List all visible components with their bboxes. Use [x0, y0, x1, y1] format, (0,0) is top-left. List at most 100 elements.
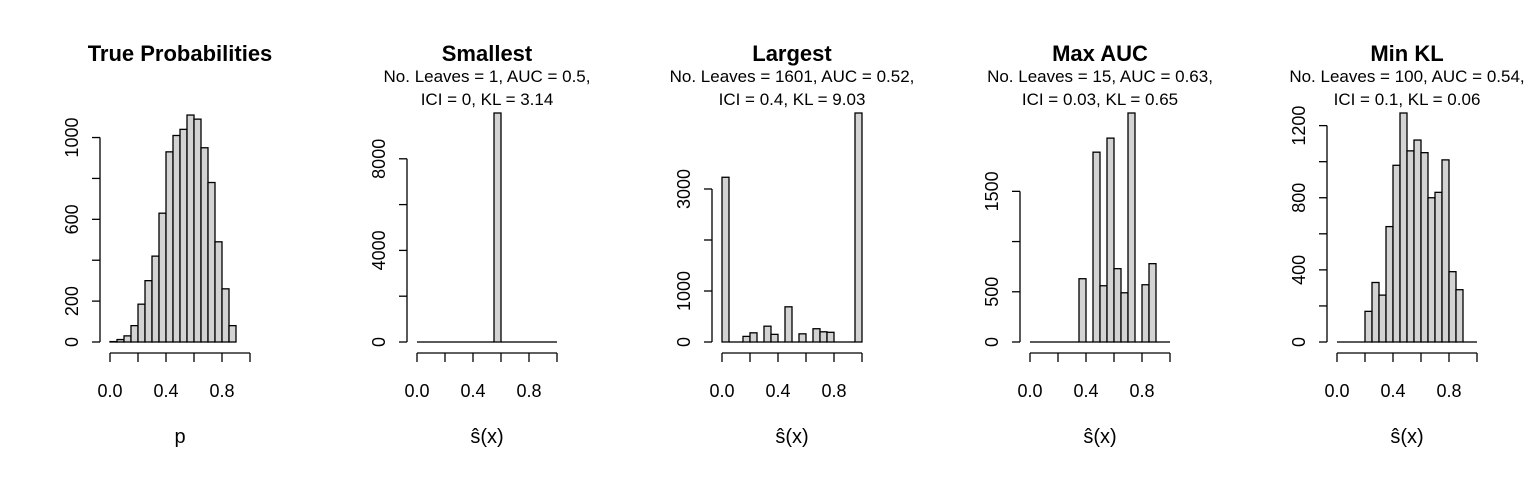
histogram-bar	[819, 331, 828, 343]
y-tick-label: 1000	[674, 271, 694, 311]
histogram-bar	[1099, 285, 1108, 343]
panel-subtitle-line: No. Leaves = 15, AUC = 0.63,	[987, 67, 1213, 86]
x-axis-label: ŝ(x)	[470, 426, 503, 448]
histogram-bar	[763, 325, 772, 343]
panel-title: Largest	[752, 41, 832, 66]
histogram-bar	[1399, 112, 1408, 343]
histogram-bar	[749, 332, 758, 343]
y-tick-label: 600	[62, 204, 82, 234]
x-axis-label: ŝ(x)	[775, 426, 808, 448]
histogram-bar	[826, 331, 835, 343]
histogram-bar	[742, 335, 751, 343]
histogram-bar	[1148, 263, 1157, 343]
panel-title: Min KL	[1370, 41, 1443, 66]
histogram-bar	[116, 338, 125, 343]
x-tick-label: 0.8	[821, 381, 846, 401]
histogram-bar	[172, 134, 181, 343]
y-tick-label: 0	[1289, 337, 1309, 347]
histogram-bar	[207, 181, 216, 343]
histogram-bar	[193, 118, 202, 343]
histogram-bar	[1371, 281, 1380, 343]
histogram-bar	[1406, 150, 1415, 343]
y-tick-label: 1200	[1289, 106, 1309, 146]
y-tick-label: 200	[62, 286, 82, 316]
x-tick-label: 0.0	[404, 381, 429, 401]
panel-subtitle-line: No. Leaves = 100, AUC = 0.54,	[1289, 67, 1524, 86]
panel-title: Max AUC	[1052, 41, 1148, 66]
x-tick-label: 0.8	[1129, 381, 1154, 401]
histogram-bar	[1434, 191, 1443, 343]
y-tick-label: 1000	[62, 118, 82, 158]
x-tick-label: 0.4	[460, 381, 485, 401]
histogram-bar	[1420, 152, 1429, 343]
histogram-bar	[1392, 164, 1401, 343]
x-axis-label: ŝ(x)	[1390, 426, 1423, 448]
x-tick-label: 0.0	[1017, 381, 1042, 401]
histogram-bar	[1113, 268, 1122, 343]
x-tick-label: 0.4	[765, 381, 790, 401]
histogram-bar	[221, 288, 230, 343]
histogram-bar	[186, 114, 195, 343]
histogram-bar	[1441, 159, 1450, 343]
histogram-bar	[144, 280, 153, 343]
x-tick-label: 0.8	[516, 381, 541, 401]
histogram-bar	[123, 335, 132, 343]
histogram-bar	[798, 333, 807, 343]
x-tick-label: 0.4	[153, 381, 178, 401]
histogram-bar	[165, 151, 174, 343]
histogram-bar	[812, 328, 821, 343]
histogram-bar	[214, 241, 223, 343]
histogram-bar	[854, 112, 863, 343]
histogram-bar	[179, 128, 188, 343]
panel-subtitle-line: ICI = 0, KL = 3.14	[421, 90, 554, 109]
histogram-bar	[784, 306, 793, 343]
histogram-bar	[1364, 310, 1373, 343]
histogram-bar	[151, 255, 160, 343]
y-tick-label: 4000	[369, 230, 389, 270]
histogram-bar	[1413, 139, 1422, 343]
histogram-bar	[1106, 137, 1115, 343]
x-tick-label: 0.4	[1073, 381, 1098, 401]
histogram-bar	[1120, 292, 1129, 343]
panel-title: True Probabilities	[88, 41, 273, 66]
y-tick-label: 0	[982, 337, 1002, 347]
y-tick-label: 0	[369, 337, 389, 347]
x-tick-label: 0.8	[209, 381, 234, 401]
histogram-bar	[158, 212, 167, 343]
histogram-bar	[770, 333, 779, 343]
histogram-bar	[1448, 271, 1457, 343]
x-tick-label: 0.0	[1324, 381, 1349, 401]
x-tick-label: 0.8	[1436, 381, 1461, 401]
y-tick-label: 0	[674, 337, 694, 347]
histogram-bar	[228, 324, 237, 343]
x-axis-label: ŝ(x)	[1083, 426, 1116, 448]
histogram-panel-1: True Probabilities 0 200 600 1000 0.0 0.4 0.8 p	[62, 41, 272, 448]
x-tick-label: 0.0	[97, 381, 122, 401]
y-tick-label: 1500	[982, 171, 1002, 211]
y-tick-label: 8000	[369, 139, 389, 179]
histogram-bar	[1078, 278, 1087, 343]
panel-subtitle-line: ICI = 0.4, KL = 9.03	[719, 90, 866, 109]
panel-subtitle-line: No. Leaves = 1, AUC = 0.5,	[384, 67, 591, 86]
y-tick-label: 3000	[674, 169, 694, 209]
histogram-bar	[1427, 197, 1436, 343]
histogram-bar	[1378, 294, 1387, 343]
x-axis-label: p	[174, 426, 185, 448]
histogram-bar	[137, 303, 146, 343]
y-tick-label: 400	[1289, 255, 1309, 285]
histogram-bar	[1385, 225, 1394, 343]
x-tick-label: 0.0	[709, 381, 734, 401]
histogram-bar	[1092, 151, 1101, 343]
y-tick-label: 500	[982, 277, 1002, 307]
y-tick-label: 800	[1289, 183, 1309, 213]
histogram-bar	[721, 176, 730, 343]
panel-title: Smallest	[442, 41, 533, 66]
histogram-bar	[200, 147, 209, 343]
histogram-bar	[493, 112, 502, 343]
y-tick-label: 0	[62, 337, 82, 347]
